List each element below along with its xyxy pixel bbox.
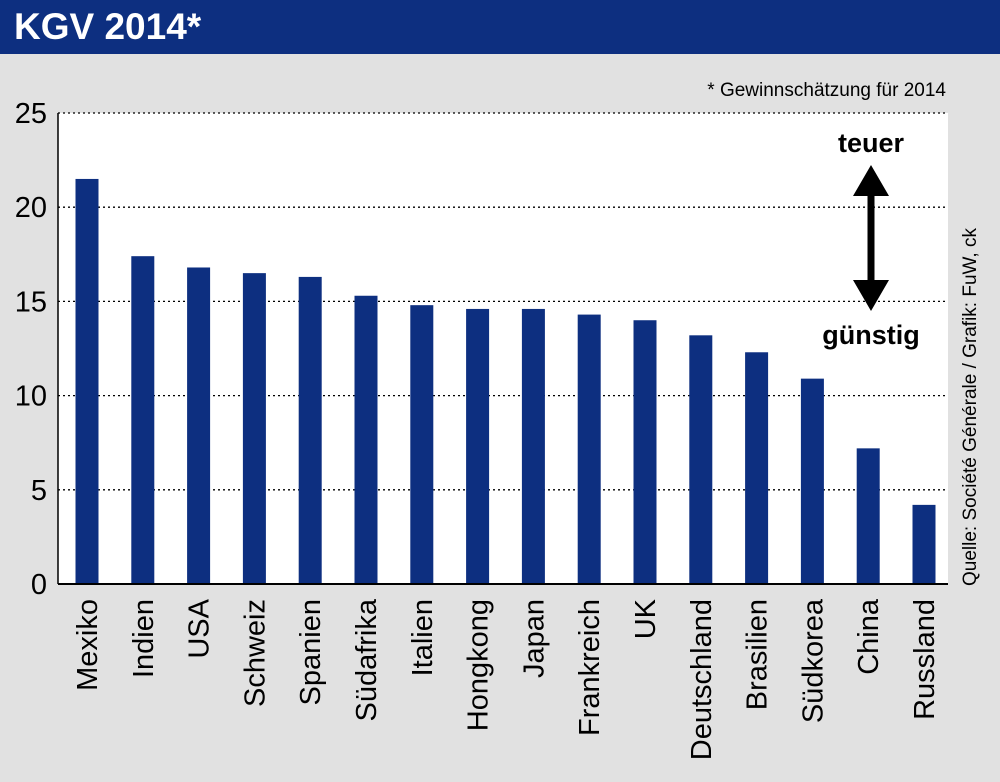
bar-indien — [131, 256, 155, 584]
footnote: * Gewinnschätzung für 2014 — [707, 80, 946, 101]
bar-hongkong — [466, 308, 490, 584]
x-label-indien: Indien — [128, 599, 160, 678]
bar-russland — [912, 504, 936, 584]
y-tick-25: 25 — [15, 98, 47, 130]
bar-japan — [521, 308, 545, 584]
x-label-südkorea: Südkorea — [797, 598, 829, 723]
source-note: Quelle: Société Générale / Grafik: FuW, … — [960, 228, 981, 586]
y-tick-0: 0 — [31, 569, 47, 601]
bar-deutschland — [689, 335, 713, 584]
x-label-usa: USA — [184, 598, 216, 658]
chart-title: KGV 2014* — [14, 6, 202, 47]
x-label-südafrika: Südafrika — [351, 598, 383, 721]
annotation-cheap: günstig — [822, 320, 919, 350]
bar-frankreich — [577, 314, 601, 584]
y-tick-15: 15 — [15, 286, 47, 318]
bars — [75, 178, 936, 584]
x-label-russland: Russland — [909, 599, 941, 720]
bar-mexiko — [75, 178, 99, 584]
y-tick-10: 10 — [15, 381, 47, 413]
x-label-deutschland: Deutschland — [686, 599, 718, 760]
x-label-schweiz: Schweiz — [239, 599, 271, 707]
x-label-uk: UK — [630, 598, 662, 639]
bar-china — [856, 448, 880, 584]
double-arrow-icon — [853, 165, 889, 311]
gridlines — [58, 112, 948, 491]
annotation-expensive: teuer — [838, 128, 905, 158]
bar-schweiz — [242, 273, 266, 584]
x-label-hongkong: Hongkong — [463, 599, 495, 731]
y-tick-5: 5 — [31, 475, 47, 507]
bar-uk — [633, 320, 657, 584]
x-label-spanien: Spanien — [295, 599, 327, 705]
y-tick-labels: 0 5 10 15 20 25 — [15, 98, 47, 601]
bar-südkorea — [800, 378, 824, 584]
bar-italien — [410, 305, 434, 584]
x-label-italien: Italien — [407, 599, 439, 676]
bar-brasilien — [745, 352, 769, 584]
x-label-japan: Japan — [518, 599, 550, 678]
header-bar: KGV 2014* — [0, 0, 1000, 54]
bar-spanien — [298, 276, 322, 584]
bar-südafrika — [354, 295, 378, 584]
bar-usa — [187, 267, 211, 584]
x-label-frankreich: Frankreich — [574, 599, 606, 736]
x-label-china: China — [853, 598, 885, 675]
bar-chart: 0 5 10 15 20 25 Mexiko Indien USA Schweiz Spanien… — [15, 80, 981, 760]
x-tick-labels: Mexiko Indien USA Schweiz Spanien Südafrika It… — [72, 598, 941, 760]
x-label-mexiko: Mexiko — [72, 599, 104, 691]
x-label-brasilien: Brasilien — [742, 599, 774, 710]
y-tick-20: 20 — [15, 192, 47, 224]
